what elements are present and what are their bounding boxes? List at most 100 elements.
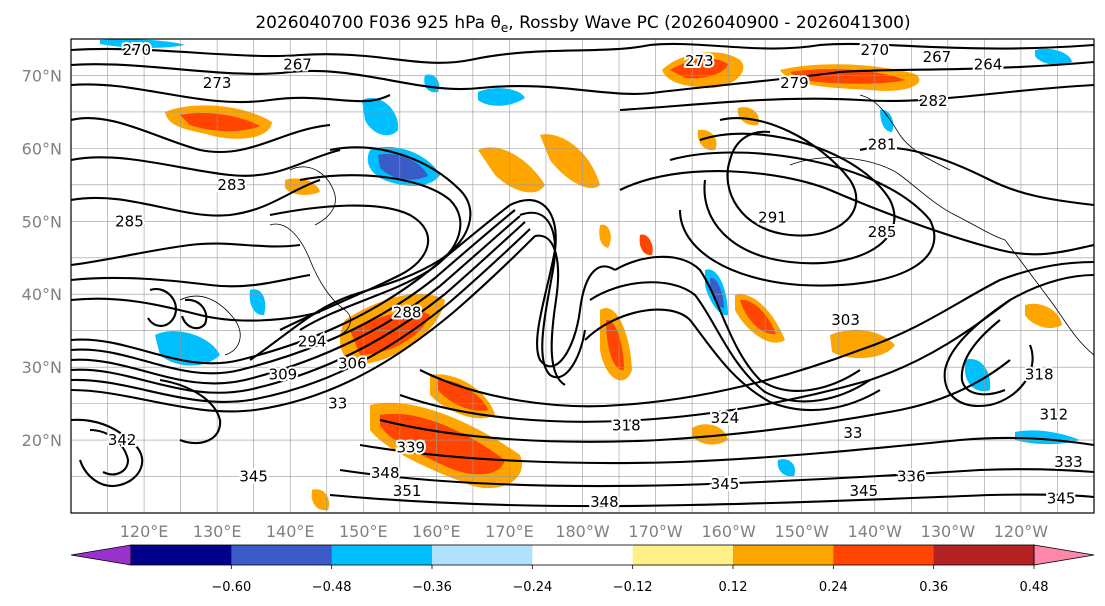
contour-label: 281	[868, 136, 897, 154]
contour-label: 264	[974, 56, 1003, 74]
contour-label: 345	[850, 482, 879, 500]
shading-negative	[362, 98, 399, 136]
contour-label: 285	[868, 223, 897, 241]
lon-tick-label: 120°W	[994, 522, 1049, 541]
contour-line	[71, 204, 511, 365]
contour-line	[719, 117, 858, 237]
lon-tick-label: 170°W	[628, 522, 683, 541]
contour-label: 291	[758, 209, 787, 227]
colorbar-segment	[331, 545, 433, 565]
shading-negative	[777, 459, 796, 477]
contour-line	[339, 468, 1094, 488]
contour-label: 282	[919, 92, 948, 110]
contour-line	[71, 228, 531, 403]
contour-line	[619, 83, 1094, 112]
shading-positive	[740, 299, 776, 335]
contour-label: 351	[393, 482, 422, 500]
lat-tick-label: 50°N	[22, 212, 62, 231]
shading-positive	[830, 329, 895, 359]
contour-line	[71, 83, 391, 104]
contour-line	[960, 319, 1006, 396]
coastline	[289, 166, 336, 226]
colorbar-tick-label: −0.12	[613, 580, 653, 595]
lon-tick-label: 160°W	[701, 522, 756, 541]
map-frame	[70, 38, 1095, 514]
contour-label: 309	[269, 365, 298, 383]
contour-line	[399, 273, 1094, 423]
contour-label: 285	[115, 212, 144, 230]
contour-label: 267	[283, 56, 312, 74]
colorbar-segment	[632, 545, 734, 565]
contour-labels: 270 267 273 273 279 270 267 264 282 281 283 285 291 2…	[106, 39, 1085, 513]
coastlines	[179, 94, 1094, 356]
colorbar-tick-label: 0.24	[819, 580, 848, 595]
shading-negative	[100, 39, 185, 48]
contour-label: 339	[396, 438, 425, 456]
shading-positive	[790, 69, 905, 84]
lon-tick-label: 140°W	[848, 522, 903, 541]
contour-label: 342	[108, 431, 137, 449]
lat-tick-label: 30°N	[22, 358, 62, 377]
colorbar-tick-label: 0.36	[919, 580, 948, 595]
lon-tick-label: 130°W	[921, 522, 976, 541]
map-title: 2026040700 F036 925 hPa θe, Rossby Wave …	[255, 13, 910, 35]
lon-tick-label: 140°E	[266, 522, 315, 541]
lon-tick-label: 160°E	[412, 522, 461, 541]
contour-line	[71, 117, 331, 154]
coastline	[789, 157, 1006, 241]
map-area: 270 267 273 273 279 270 267 264 282 281 283 285 291 2…	[71, 39, 1094, 513]
shading-positive	[438, 379, 488, 411]
colorbar-tick-label: 0.48	[1020, 580, 1049, 595]
contour-label: 318	[612, 416, 641, 434]
coastline	[859, 94, 951, 171]
contour-line	[71, 42, 1094, 64]
theta-e-contours	[71, 42, 1094, 508]
coastline	[269, 223, 351, 336]
contour-line	[699, 132, 896, 265]
colorbar-segment	[733, 545, 834, 565]
shading-positive	[478, 147, 545, 193]
contour-label: 270	[860, 41, 889, 59]
coastline	[179, 295, 241, 356]
colorbar-segment	[833, 545, 935, 565]
contour-label: 333	[1054, 453, 1083, 471]
contour-line	[71, 273, 311, 288]
contour-label: 345	[711, 475, 740, 493]
contour-line	[584, 308, 881, 412]
contour-label: 267	[923, 48, 952, 66]
colorbar-tick-label: −0.48	[312, 580, 352, 595]
colorbar-extend-low	[70, 544, 132, 566]
longitude-tick-labels: 120°E 130°E 140°E 150°E 160°E 170°E 180°W 170°W…	[120, 522, 1049, 541]
shading-positive	[697, 129, 717, 151]
contour-label: 324	[711, 409, 740, 427]
contour-label: 345	[1047, 489, 1076, 507]
shading-positive	[639, 234, 653, 256]
contour-line	[71, 418, 144, 488]
coastline	[1004, 239, 1094, 356]
contour-line	[147, 287, 178, 327]
shading-negative	[1035, 48, 1072, 65]
shading-positive	[692, 424, 728, 445]
colorbar-segment	[532, 545, 634, 565]
map-title-main: 2026040700 F036 925 hPa θ	[255, 13, 501, 33]
lon-tick-label: 130°E	[193, 522, 242, 541]
shading-negative	[710, 277, 724, 308]
contour-line	[71, 215, 521, 385]
contour-label: 312	[1039, 406, 1068, 424]
colorbar-segment	[432, 545, 533, 565]
shading-positive	[599, 224, 611, 248]
colorbar-segment	[933, 545, 1035, 565]
contour-label: 273	[685, 52, 714, 70]
colorbar-tick-label: 0.12	[719, 580, 748, 595]
lat-tick-label: 20°N	[22, 431, 62, 450]
contour-line	[614, 255, 861, 392]
contour-label: 279	[780, 74, 809, 92]
contour-label: 273	[203, 74, 232, 92]
contour-line	[509, 199, 616, 368]
colorbar-segment	[231, 545, 333, 565]
lat-tick-label: 40°N	[22, 285, 62, 304]
lon-tick-label: 120°E	[120, 522, 169, 541]
shading-positive	[311, 489, 330, 511]
shading-negative	[378, 153, 428, 180]
